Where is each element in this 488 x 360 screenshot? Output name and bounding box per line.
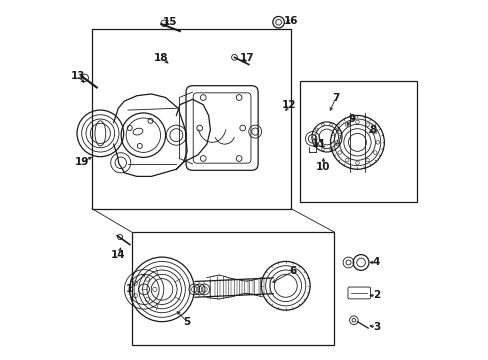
Text: 7: 7: [331, 93, 339, 103]
Text: 14: 14: [111, 250, 125, 260]
Text: 17: 17: [240, 53, 254, 63]
Text: 16: 16: [284, 17, 298, 27]
Text: 4: 4: [372, 257, 379, 267]
Text: 5: 5: [183, 317, 190, 327]
Text: 12: 12: [282, 100, 296, 110]
Bar: [300, 81, 416, 202]
Bar: [131, 232, 333, 345]
Text: 18: 18: [154, 53, 168, 63]
Text: 9: 9: [348, 114, 355, 124]
Text: 15: 15: [163, 17, 177, 27]
Text: 2: 2: [372, 291, 379, 301]
Bar: [92, 30, 290, 209]
Text: 8: 8: [368, 125, 376, 135]
Text: 3: 3: [372, 322, 379, 332]
Text: 11: 11: [311, 139, 325, 149]
Text: 10: 10: [316, 162, 330, 172]
Text: 19: 19: [75, 157, 89, 167]
Text: 13: 13: [70, 71, 85, 81]
Text: 6: 6: [289, 266, 296, 276]
Text: 1: 1: [125, 284, 132, 294]
